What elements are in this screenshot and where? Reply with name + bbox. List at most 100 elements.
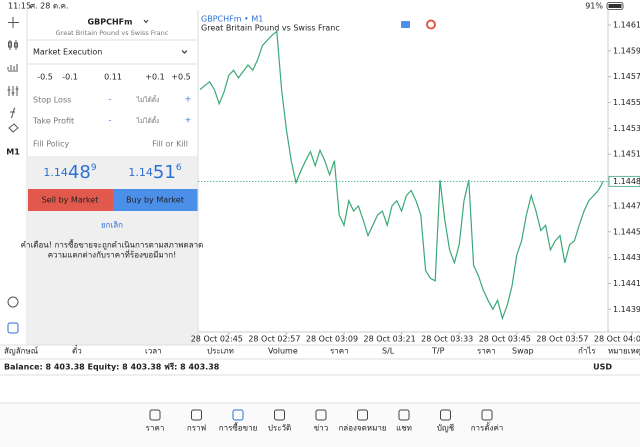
x-tick-label: 28 Oct 03:09 <box>306 335 358 344</box>
function-icon[interactable] <box>10 107 16 119</box>
tab-label[interactable]: กราฟ <box>187 424 207 433</box>
volume-step[interactable]: +0.5 <box>171 73 190 82</box>
battery-icon <box>606 2 624 10</box>
tab-icon[interactable] <box>315 409 327 421</box>
y-tick-label: 1.14590 <box>613 46 640 55</box>
sell-button[interactable] <box>28 189 113 211</box>
fill-policy-label: Fill Policy <box>33 140 70 149</box>
y-tick-label: 1.14390 <box>613 305 640 314</box>
y-tick-label: 1.14410 <box>613 279 640 288</box>
take-profit-minus[interactable]: - <box>109 116 112 125</box>
x-tick-label: 28 Oct 03:45 <box>479 335 531 344</box>
objects-icon[interactable] <box>8 123 19 133</box>
indicators-icon[interactable] <box>7 86 19 96</box>
volume-icon[interactable] <box>7 64 18 72</box>
toolbar-icons <box>7 17 19 334</box>
stop-loss-label: Stop Loss <box>33 96 71 105</box>
execution-type[interactable]: Market Execution <box>33 48 102 57</box>
sell-label[interactable]: Sell by Market <box>42 196 99 205</box>
take-profit-plus[interactable]: + <box>185 116 192 125</box>
tab-label[interactable]: การตั้งค่า <box>471 422 504 433</box>
volume-step[interactable]: -0.1 <box>62 73 78 82</box>
y-tick-label: 1.14570 <box>613 72 640 81</box>
bid-big: 48 <box>68 162 91 183</box>
bid-small: 9 <box>91 163 97 173</box>
column-header[interactable]: หมายเหตุ <box>608 347 640 356</box>
timeframe[interactable]: M1 <box>6 148 20 157</box>
tab-label[interactable]: ข่าว <box>314 424 328 433</box>
cancel-button[interactable]: ยกเลิก <box>101 221 123 230</box>
volume-step[interactable]: +0.1 <box>145 73 164 82</box>
tab-icon[interactable] <box>274 409 285 421</box>
stop-loss-value[interactable]: ไม่ได้ตั้ง <box>136 95 159 104</box>
status-battery: 91% <box>585 2 603 11</box>
buy-label[interactable]: Buy by Market <box>126 196 184 205</box>
ask-small: 6 <box>176 163 182 173</box>
tab-label[interactable]: บัญชี <box>437 424 455 433</box>
column-header[interactable]: เวลา <box>145 347 162 356</box>
bid-price: 1.14489 <box>43 162 96 183</box>
tab-icon[interactable] <box>149 409 161 421</box>
take-profit-value[interactable]: ไม่ได้ตั้ง <box>136 116 159 125</box>
column-header[interactable]: ประเภท <box>207 347 234 356</box>
account-summary: Balance: 8 403.38 Equity: 8 403.38 ฟรี: … <box>4 362 220 372</box>
take-profit-label: Take Profit <box>32 117 74 126</box>
column-header[interactable]: กำไร <box>578 347 596 356</box>
chart-subtitle: Great Britain Pound vs Swiss Franc <box>201 24 340 33</box>
tab-icon[interactable] <box>481 409 493 421</box>
ask-price: 1.14516 <box>128 162 181 183</box>
column-header[interactable]: S/L <box>382 347 395 356</box>
column-header[interactable]: Swap <box>512 347 534 356</box>
volume-step[interactable]: 0.11 <box>104 73 122 82</box>
tab-label[interactable]: ราคา <box>146 424 165 433</box>
tab-icon[interactable] <box>357 409 368 421</box>
trade-icon[interactable] <box>7 322 19 334</box>
tab-icon[interactable] <box>191 409 202 421</box>
status-time: 11:15 <box>8 2 31 11</box>
ask-big: 51 <box>153 162 176 183</box>
column-header[interactable]: ราคา <box>477 347 496 356</box>
y-tick-label: 1.14550 <box>613 98 640 107</box>
one-click-icon[interactable] <box>401 21 410 28</box>
buy-button[interactable] <box>113 189 198 211</box>
y-tick-label: 1.14610 <box>613 20 640 29</box>
column-header[interactable]: สัญลักษณ์ <box>4 346 39 356</box>
y-tick-label: 1.14470 <box>613 201 640 210</box>
current-price-label: 1.14489 <box>613 177 640 186</box>
volume-step[interactable]: -0.5 <box>37 73 53 82</box>
warning-line: ความแตกต่างกับราคาที่ร้องขอมีมาก! <box>48 249 177 260</box>
x-tick-label: 28 Oct 02:45 <box>191 335 243 344</box>
fill-policy-value[interactable]: Fill or Kill <box>152 140 188 149</box>
x-tick-label: 28 Oct 03:21 <box>364 335 416 344</box>
order-description: Great Britain Pound vs Swiss Franc <box>56 29 169 37</box>
status-date: ศ. 28 ต.ค. <box>30 2 69 11</box>
panel-bg <box>28 156 198 345</box>
tab-icon[interactable] <box>398 409 410 421</box>
chart-type-icon[interactable] <box>8 40 18 50</box>
warning-line: คำเตือน! การซื้อขายจะถูกดำเนินการตามสภาพ… <box>21 239 204 251</box>
signal-icon[interactable] <box>426 19 436 30</box>
tab-icon[interactable] <box>440 409 451 421</box>
crosshair-icon[interactable] <box>8 17 19 28</box>
chevron <box>181 50 188 54</box>
column-header[interactable]: Volume <box>268 347 298 356</box>
tab-label[interactable]: ประวัติ <box>268 424 291 433</box>
bid-prefix: 1.14 <box>43 166 68 179</box>
stop-loss-plus[interactable]: + <box>185 95 192 104</box>
x-tick-label: 28 Oct 02:57 <box>248 335 300 344</box>
y-tick-label: 1.14430 <box>613 253 640 262</box>
tab-icon[interactable] <box>232 409 244 421</box>
column-header[interactable]: T/P <box>431 347 445 356</box>
zoom-icon[interactable] <box>7 296 19 308</box>
x-tick-label: 28 Oct 03:33 <box>421 335 473 344</box>
order-symbol[interactable]: GBPCHFm <box>88 18 133 27</box>
column-header[interactable]: ตั๋ว <box>72 344 82 355</box>
x-tick-label: 28 Oct 03:57 <box>536 335 588 344</box>
column-header[interactable]: ราคา <box>330 347 349 356</box>
y-tick-label: 1.14510 <box>613 150 640 159</box>
tab-label[interactable]: การซื้อขาย <box>219 422 258 433</box>
tab-label[interactable]: แชท <box>396 424 412 433</box>
battery-level <box>608 4 622 8</box>
stop-loss-minus[interactable]: - <box>109 95 112 104</box>
tab-label[interactable]: กล่องจดหมาย <box>338 424 386 433</box>
